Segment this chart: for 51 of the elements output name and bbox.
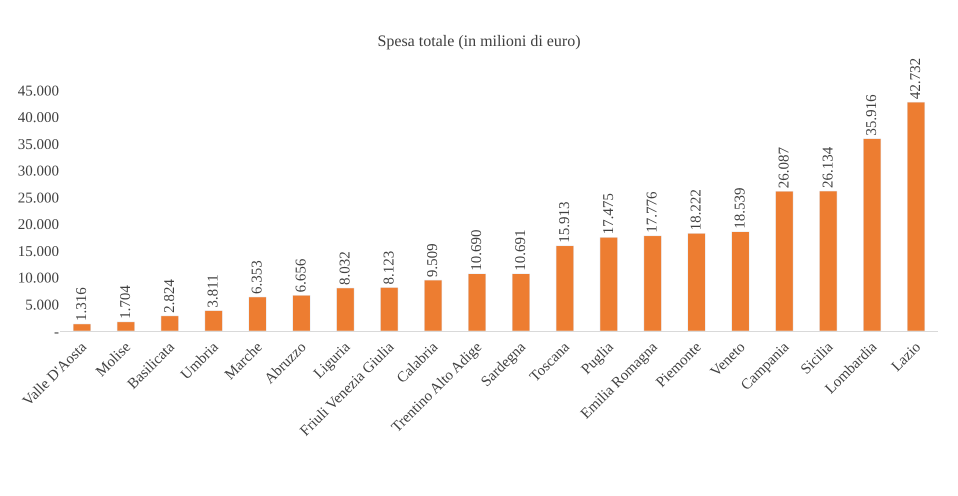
- data-label: 42.732: [908, 58, 924, 100]
- y-tick-label: 10.000: [18, 270, 59, 287]
- y-tick-label: 5.000: [25, 297, 59, 314]
- y-tick-label: 40.000: [18, 110, 59, 126]
- bar: [512, 273, 530, 331]
- data-label: 2.824: [162, 278, 178, 313]
- y-tick-label: 30.000: [18, 164, 59, 180]
- data-label: 1.316: [74, 286, 90, 321]
- bar: [72, 324, 91, 331]
- data-label: 18.539: [732, 187, 748, 229]
- data-label: 10.691: [512, 229, 529, 271]
- bar: [248, 296, 267, 331]
- data-label: 26.134: [820, 146, 836, 188]
- bar: [731, 231, 750, 331]
- y-tick-label: 25.000: [18, 190, 59, 206]
- bar: [336, 288, 354, 331]
- bar: [468, 274, 486, 331]
- bar: [556, 246, 574, 331]
- y-tick-label: 45.000: [18, 83, 59, 100]
- data-label: 8.032: [337, 251, 354, 285]
- data-label: 26.087: [776, 146, 792, 188]
- y-tick-label: -: [54, 324, 59, 340]
- bar: [116, 322, 135, 331]
- bar: [775, 191, 794, 331]
- data-label: 9.509: [425, 243, 442, 278]
- data-label: 6.353: [250, 260, 266, 294]
- data-label: 35.916: [864, 94, 880, 136]
- data-label: 18.222: [688, 189, 705, 230]
- data-label: 17.776: [644, 191, 661, 233]
- bar: [600, 237, 618, 331]
- data-label: 1.704: [118, 284, 134, 319]
- bar: [380, 287, 398, 331]
- bar: [160, 316, 179, 331]
- data-label: 6.656: [293, 258, 310, 292]
- y-tick-label: 15.000: [18, 244, 59, 260]
- bar: [863, 138, 882, 331]
- data-label: 3.811: [206, 274, 222, 308]
- bar: [688, 233, 706, 331]
- chart-title: Spesa totale (in milioni di euro): [377, 32, 581, 50]
- bar: [907, 102, 926, 331]
- bar: [292, 295, 310, 331]
- y-tick-label: 20.000: [18, 217, 59, 234]
- y-tick-label: 35.000: [18, 136, 59, 153]
- bar: [819, 190, 838, 331]
- data-label: 8.123: [381, 250, 398, 284]
- bar: [644, 236, 662, 331]
- data-label: 17.475: [600, 193, 617, 234]
- data-label: 10.690: [469, 230, 486, 271]
- bar: [204, 310, 223, 331]
- data-label: 15.913: [556, 202, 573, 243]
- bar: [424, 280, 442, 331]
